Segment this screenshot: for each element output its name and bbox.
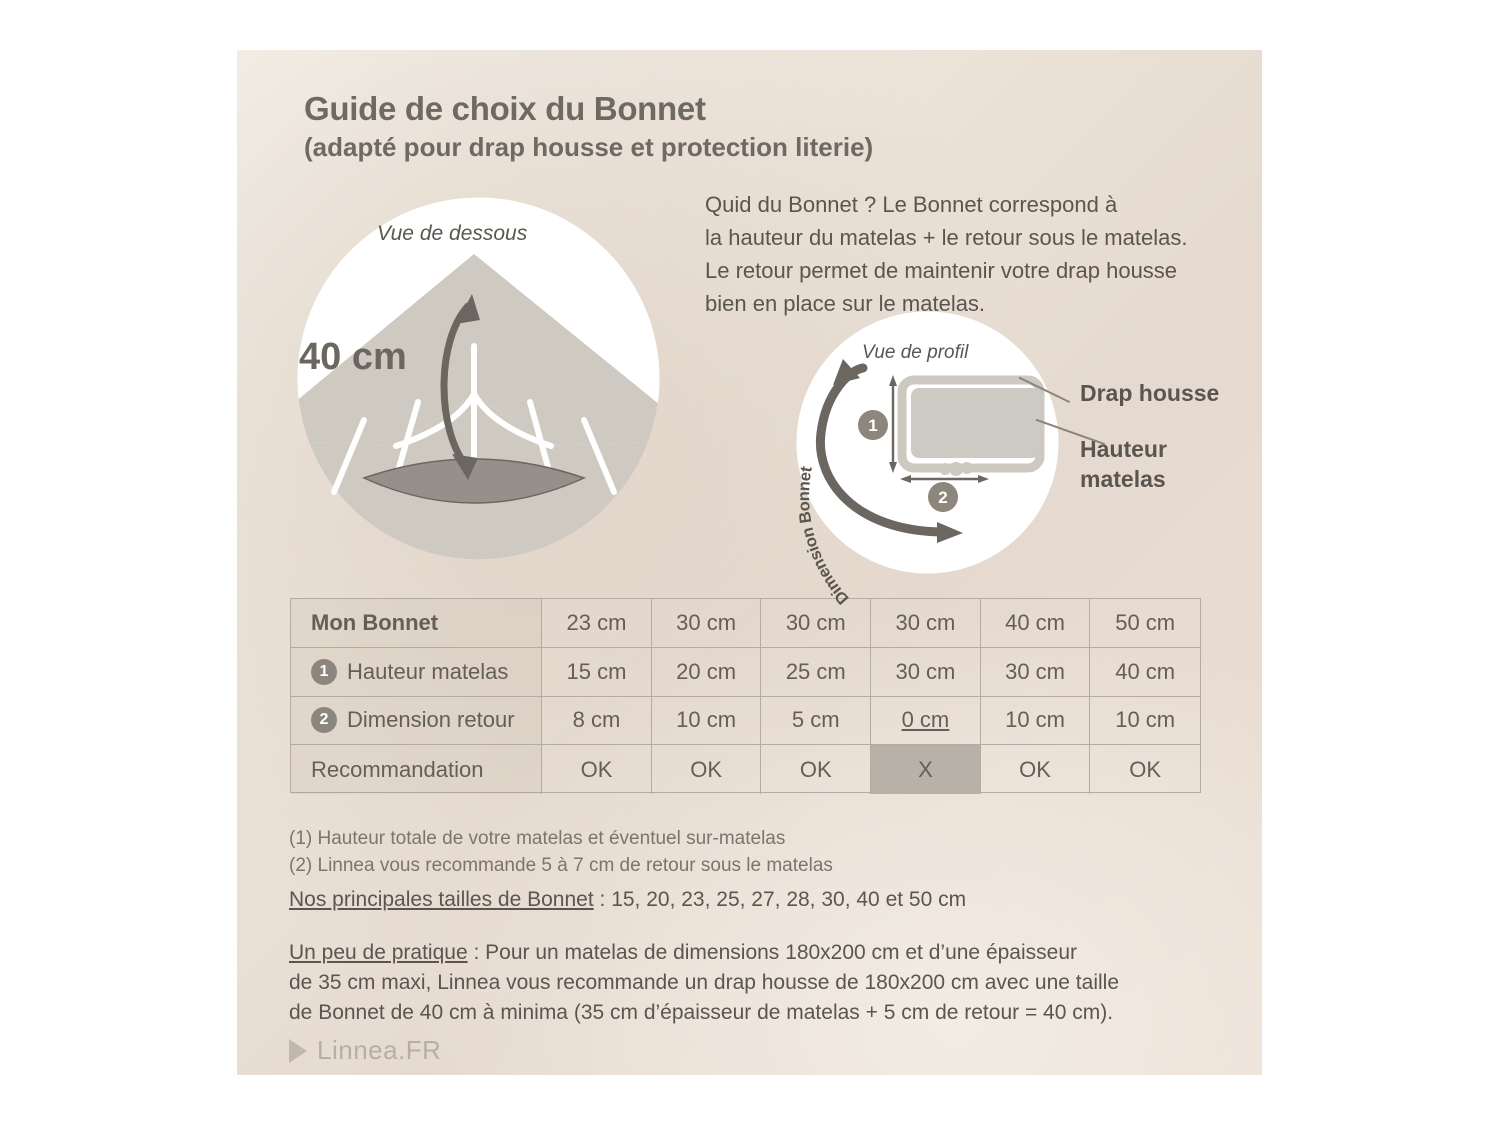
svg-text:2: 2 [938, 488, 947, 507]
svg-text:1: 1 [868, 416, 877, 435]
svg-text:Dimension Bonnet: Dimension Bonnet [795, 465, 852, 608]
